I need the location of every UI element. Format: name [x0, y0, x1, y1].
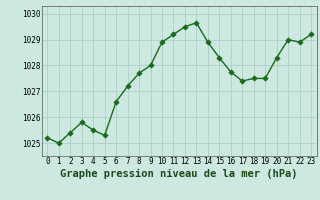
- X-axis label: Graphe pression niveau de la mer (hPa): Graphe pression niveau de la mer (hPa): [60, 169, 298, 179]
